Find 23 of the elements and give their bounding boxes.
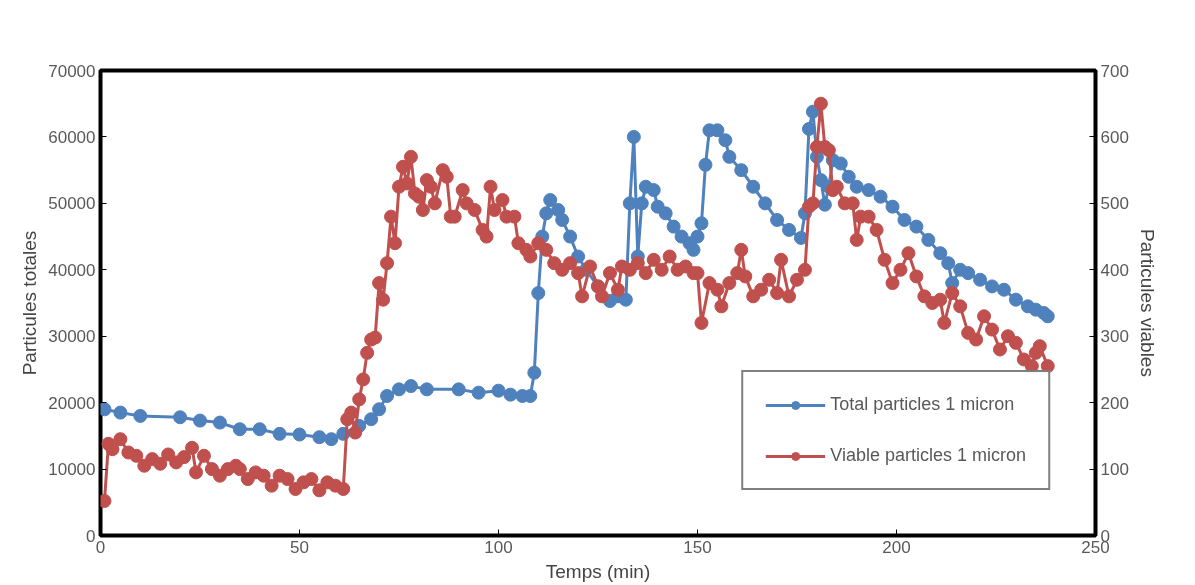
y2-tick-label: 500 <box>1100 194 1129 214</box>
legend-label: Viable particles 1 micron <box>830 445 1026 466</box>
y-tick-label: 50000 <box>48 194 96 214</box>
y2-tick-label: 600 <box>1100 127 1129 147</box>
y-axis-title: Particules totales <box>19 230 41 376</box>
y-tick-label: 40000 <box>48 260 96 280</box>
y2-tick-label: 100 <box>1100 460 1129 480</box>
y2-tick-label: 200 <box>1100 393 1129 413</box>
y2-tick-label: 400 <box>1100 260 1129 280</box>
y-tick-label: 10000 <box>48 460 96 480</box>
x-tick-label: 200 <box>882 537 911 557</box>
legend-label: Total particles 1 micron <box>830 394 1015 415</box>
y-tick-label: 20000 <box>48 393 96 413</box>
y2-axis-title: Particules viables <box>1136 229 1158 377</box>
y2-tick-label: 300 <box>1100 327 1129 347</box>
x-axis-title: Temps (min) <box>545 560 651 582</box>
x-tick-label: 100 <box>484 537 513 557</box>
y2-tick-label: 700 <box>1100 61 1129 81</box>
y-tick-label: 70000 <box>48 61 96 81</box>
x-tick-label: 50 <box>290 537 309 557</box>
y-tick-label: 30000 <box>48 327 96 347</box>
x-tick-label: 150 <box>683 537 712 557</box>
y-tick-label: 60000 <box>48 127 96 147</box>
